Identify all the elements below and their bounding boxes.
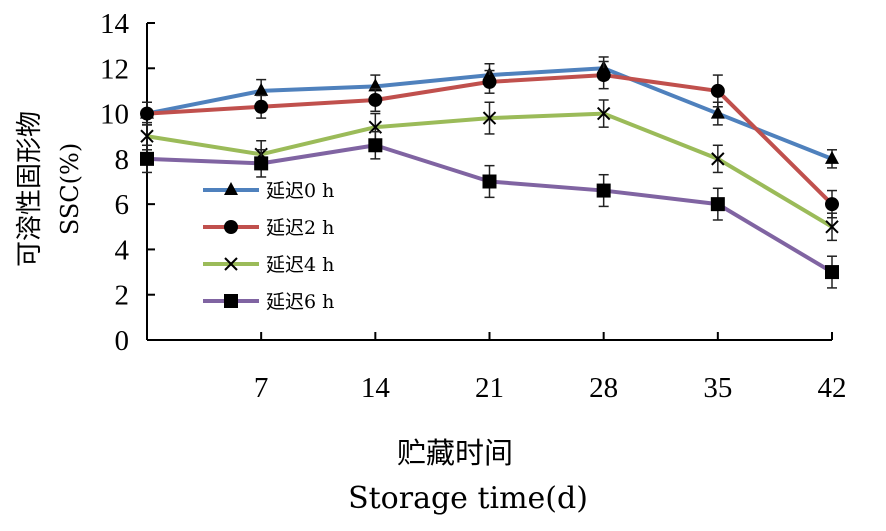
x-tick-label: 21 [475, 372, 504, 404]
y-tick-label: 6 [115, 189, 130, 221]
legend-entry-1: 延迟2 h [203, 217, 334, 239]
triangle-marker [254, 82, 269, 96]
series-3 [140, 130, 839, 289]
x-tick-label: 7 [254, 372, 269, 404]
y-tick-label: 4 [115, 234, 130, 266]
triangle-marker [825, 150, 839, 164]
legend-label: 延迟6 h [266, 291, 334, 313]
x-marker [482, 111, 497, 125]
y-tick-label: 10 [100, 99, 129, 131]
legend-entry-3: 延迟6 h [203, 291, 334, 313]
x-marker [596, 106, 611, 121]
x-ticks: 7 14 21 28 35 42 [146, 332, 847, 404]
series-layer [140, 56, 839, 289]
circle-marker [710, 83, 725, 98]
circle-marker [140, 106, 154, 121]
square-marker [596, 183, 611, 198]
legend-entry-0: 延迟0 h [203, 180, 334, 202]
y-axis-title-english: SSC(%) [56, 143, 84, 235]
square-marker [825, 265, 839, 280]
x-axis-title-english: Storage time(d) [348, 481, 588, 516]
x-marker [224, 257, 238, 271]
square-marker [224, 294, 238, 308]
y-tick-label: 2 [115, 280, 130, 312]
circle-marker [224, 220, 238, 234]
legend-entry-2: 延迟4 h [203, 254, 334, 276]
series-1 [140, 60, 839, 219]
circle-marker [825, 197, 839, 212]
circle-marker [368, 92, 383, 107]
square-marker [482, 174, 497, 189]
square-marker [368, 138, 383, 153]
legend-label: 延迟0 h [266, 180, 334, 202]
x-tick-label: 42 [818, 372, 847, 404]
x-tick-label: 14 [361, 372, 391, 404]
legend-label: 延迟4 h [266, 254, 334, 276]
triangle-marker [224, 182, 238, 195]
y-tick-label: 0 [115, 325, 130, 357]
square-marker [710, 197, 725, 212]
circle-marker [596, 68, 611, 83]
legend: 延迟0 h 延迟2 h 延迟4 h 延迟6 h [203, 180, 334, 313]
circle-marker [254, 99, 269, 114]
y-axis-title-chinese: 可溶性固形物 [15, 111, 45, 267]
x-marker [711, 152, 725, 166]
circle-marker [482, 74, 497, 89]
x-tick-label: 28 [589, 372, 618, 404]
y-tick-label: 12 [100, 53, 129, 85]
square-marker [254, 156, 269, 171]
y-tick-label: 14 [100, 8, 130, 40]
y-ticks: 0 2 4 6 8 10 12 14 [100, 8, 155, 357]
x-marker [825, 220, 839, 234]
legend-label: 延迟2 h [266, 217, 334, 239]
triangle-marker [710, 105, 725, 119]
x-axis-title-chinese: 贮藏时间 [397, 436, 513, 470]
x-marker [140, 129, 154, 143]
x-tick-label: 35 [703, 372, 732, 404]
square-marker [140, 151, 154, 166]
y-tick-label: 8 [115, 144, 130, 176]
